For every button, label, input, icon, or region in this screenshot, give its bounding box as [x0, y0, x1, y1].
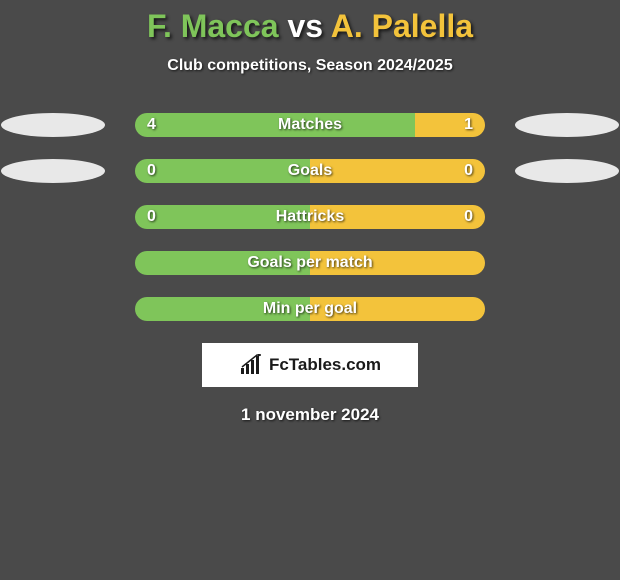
stat-value-player2: 0 — [452, 205, 485, 229]
brand-text: FcTables.com — [269, 355, 381, 375]
player2-flag — [515, 113, 619, 137]
date-text: 1 november 2024 — [0, 405, 620, 425]
vs-text: vs — [287, 8, 323, 44]
stat-bar: 00Goals — [135, 159, 485, 183]
player1-flag — [1, 113, 105, 137]
bar-player2 — [310, 251, 485, 275]
stat-bar: Goals per match — [135, 251, 485, 275]
stat-row: Min per goal — [0, 297, 620, 321]
player2-name: A. Palella — [331, 8, 473, 44]
player1-flag — [1, 159, 105, 183]
brand-badge: FcTables.com — [202, 343, 418, 387]
player2-flag — [515, 159, 619, 183]
comparison-title: F. Macca vs A. Palella — [0, 0, 620, 45]
comparison-subtitle: Club competitions, Season 2024/2025 — [0, 57, 620, 75]
stat-bar: Min per goal — [135, 297, 485, 321]
bar-player1 — [135, 113, 415, 137]
stat-row: 00Hattricks — [0, 205, 620, 229]
player1-name: F. Macca — [147, 8, 279, 44]
stat-value-player2: 1 — [452, 113, 485, 137]
stat-row: 00Goals — [0, 159, 620, 183]
stat-value-player1: 0 — [135, 159, 168, 183]
stats-rows: 41Matches00Goals00HattricksGoals per mat… — [0, 113, 620, 321]
stat-bar: 00Hattricks — [135, 205, 485, 229]
stat-row: 41Matches — [0, 113, 620, 137]
stat-value-player2: 0 — [452, 159, 485, 183]
stat-bar: 41Matches — [135, 113, 485, 137]
stat-row: Goals per match — [0, 251, 620, 275]
bar-player2 — [310, 297, 485, 321]
stat-value-player1: 0 — [135, 205, 168, 229]
bar-player1 — [135, 297, 310, 321]
bar-player1 — [135, 251, 310, 275]
stat-value-player1: 4 — [135, 113, 168, 137]
bars-chart-icon — [239, 354, 265, 376]
